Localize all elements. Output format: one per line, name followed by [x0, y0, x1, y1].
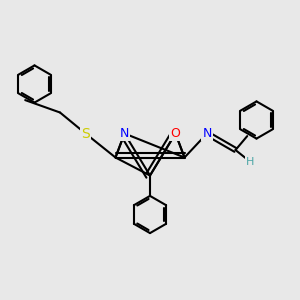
Text: N: N [202, 127, 212, 140]
Text: S: S [81, 127, 90, 140]
Text: H: H [246, 157, 255, 167]
Text: O: O [171, 127, 180, 140]
Text: N: N [120, 127, 129, 140]
